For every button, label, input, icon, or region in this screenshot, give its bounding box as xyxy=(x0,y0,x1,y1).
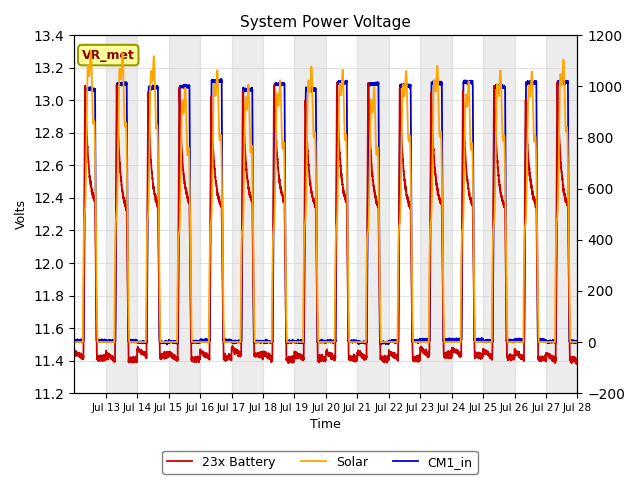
X-axis label: Time: Time xyxy=(310,419,341,432)
Bar xyxy=(232,36,263,393)
Text: VR_met: VR_met xyxy=(82,48,134,61)
23x Battery xyxy=(554,79,561,85)
Bar xyxy=(294,36,326,393)
Bar xyxy=(546,36,577,393)
Bar xyxy=(483,36,515,393)
Bar xyxy=(420,36,452,393)
Bar xyxy=(357,36,388,393)
23x Battery xyxy=(463,177,471,182)
23x Battery xyxy=(573,358,581,364)
CM1_in xyxy=(502,126,509,132)
Solar xyxy=(344,279,352,285)
Legend: 23x Battery, Solar, CM1_in: 23x Battery, Solar, CM1_in xyxy=(163,451,477,474)
Line: 23x Battery: 23x Battery xyxy=(74,82,577,364)
CM1_in xyxy=(344,338,352,344)
23x Battery xyxy=(344,309,352,314)
Solar xyxy=(488,280,496,286)
Title: System Power Voltage: System Power Voltage xyxy=(241,15,412,30)
Solar xyxy=(371,110,379,116)
CM1_in xyxy=(163,342,171,348)
23x Battery xyxy=(488,352,496,358)
CM1_in xyxy=(488,337,496,343)
Solar xyxy=(70,339,78,345)
23x Battery xyxy=(501,212,509,218)
CM1_in xyxy=(573,338,581,344)
Bar xyxy=(168,36,200,393)
23x Battery xyxy=(371,190,379,195)
CM1_in xyxy=(371,81,379,87)
CM1_in xyxy=(175,245,182,251)
23x Battery xyxy=(573,361,580,367)
Solar xyxy=(464,98,472,104)
Bar xyxy=(106,36,137,393)
CM1_in xyxy=(464,79,472,85)
Y-axis label: Volts: Volts xyxy=(15,199,28,229)
Solar xyxy=(573,339,581,345)
Solar xyxy=(501,180,509,185)
23x Battery xyxy=(175,211,182,216)
CM1_in xyxy=(70,338,78,344)
Line: CM1_in: CM1_in xyxy=(74,79,577,345)
CM1_in xyxy=(218,76,225,82)
Line: Solar: Solar xyxy=(74,50,577,342)
Solar xyxy=(87,48,95,53)
23x Battery xyxy=(70,348,78,354)
Solar xyxy=(175,231,182,237)
